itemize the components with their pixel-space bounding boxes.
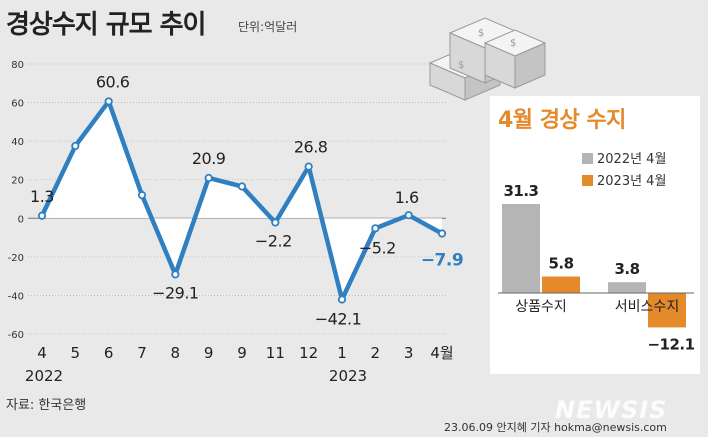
y-tick-label: 40 — [11, 137, 24, 148]
y-tick-label: -20 — [8, 253, 24, 264]
svg-text:$: $ — [458, 60, 464, 71]
x-tick-label: 3 — [404, 344, 414, 362]
x-tick-label: 9 — [237, 344, 247, 362]
money-stack-icon: $ $ $ — [428, 17, 547, 101]
credit-line: 23.06.09 안지혜 기자 hokma@newsis.com — [444, 421, 667, 434]
legend-swatch-gray — [582, 153, 593, 164]
data-label: −42.1 — [315, 309, 362, 328]
legend-label-2023: 2023년 4월 — [597, 174, 667, 189]
data-label: −5.2 — [359, 238, 396, 257]
legend-item-2022: 2022년 4월 — [582, 148, 666, 167]
bar — [542, 276, 580, 293]
data-point — [404, 211, 413, 220]
data-point — [337, 295, 347, 304]
x-tick-label: 11 — [266, 344, 285, 362]
svg-text:$: $ — [510, 38, 516, 49]
x-tick-label: 9 — [204, 344, 214, 362]
chart-title: 경상수지 규모 추이 — [6, 10, 206, 40]
bar-category-label: 상품수지 — [515, 299, 567, 315]
year-label: 2022 — [25, 367, 63, 385]
data-label: −29.1 — [152, 283, 199, 302]
data-label: −7.9 — [421, 251, 463, 271]
svg-text:$: $ — [478, 28, 484, 39]
data-label: 26.8 — [294, 138, 328, 157]
x-tick-label: 2 — [371, 344, 381, 362]
line-chart: 1.3 60.6 −29.1 20.9 −2.2 26.8 −42.1 −5.2 1.6 −7.9… — [8, 60, 464, 385]
legend-label-2022: 2022년 4월 — [597, 152, 667, 167]
x-tick-label: 12 — [299, 344, 318, 362]
unit-label: 단위:억달러 — [238, 20, 298, 34]
x-tick-label: 6 — [104, 344, 114, 362]
source-note: 자료: 한국은행 — [6, 398, 87, 413]
data-point — [71, 141, 80, 151]
data-point — [304, 162, 313, 171]
data-point — [204, 173, 213, 183]
data-point — [271, 218, 280, 227]
x-tick-label: 1 — [337, 344, 347, 362]
bar-category-label: 서비스수지 — [615, 299, 679, 315]
y-tick-label: 60 — [11, 99, 24, 110]
watermark: NEWSIS — [555, 396, 668, 424]
data-point — [371, 224, 380, 233]
y-tick-label: -60 — [8, 330, 24, 341]
y-tick-label: 20 — [11, 176, 24, 187]
x-tick-label: 4월 — [430, 344, 453, 362]
data-point — [104, 97, 113, 106]
bar-chart: 31.3 5.8 상품수지 3.8 −12.1 서비스수지 — [498, 182, 695, 353]
y-tick-label: -40 — [8, 291, 24, 302]
x-tick-label: 7 — [137, 344, 147, 362]
bar-value-label: −12.1 — [647, 335, 694, 353]
x-tick-label: 4 — [37, 344, 47, 362]
data-label: 1.3 — [30, 187, 54, 206]
x-tick-label: 5 — [71, 344, 81, 362]
data-label: 1.6 — [395, 188, 419, 207]
legend-swatch-orange — [582, 175, 593, 186]
data-point — [437, 229, 447, 238]
bar-value-label: 5.8 — [548, 255, 573, 273]
inset-title: 4월 경상 수지 — [498, 108, 626, 133]
bar-value-label: 31.3 — [503, 182, 538, 200]
bar — [648, 293, 686, 328]
bar-value-label: 3.8 — [614, 260, 639, 278]
data-label: 20.9 — [192, 149, 226, 168]
inset-panel: 4월 경상 수지 2022년 4월 2023년 4월 31.3 5.8 상품수지 3.… — [490, 96, 700, 374]
data-point — [237, 182, 247, 191]
data-label: −2.2 — [255, 232, 292, 251]
y-tick-label: 0 — [18, 214, 24, 225]
data-point — [137, 191, 147, 200]
data-point — [171, 270, 180, 279]
area-fill — [42, 101, 442, 300]
bar — [608, 282, 646, 293]
legend-item-2023: 2023년 4월 — [582, 170, 666, 189]
bar — [502, 204, 540, 293]
data-label: 60.6 — [96, 72, 130, 91]
x-tick-label: 8 — [171, 344, 181, 362]
year-label: 2023 — [329, 367, 367, 385]
data-point — [37, 211, 47, 220]
y-tick-label: 80 — [11, 60, 24, 71]
